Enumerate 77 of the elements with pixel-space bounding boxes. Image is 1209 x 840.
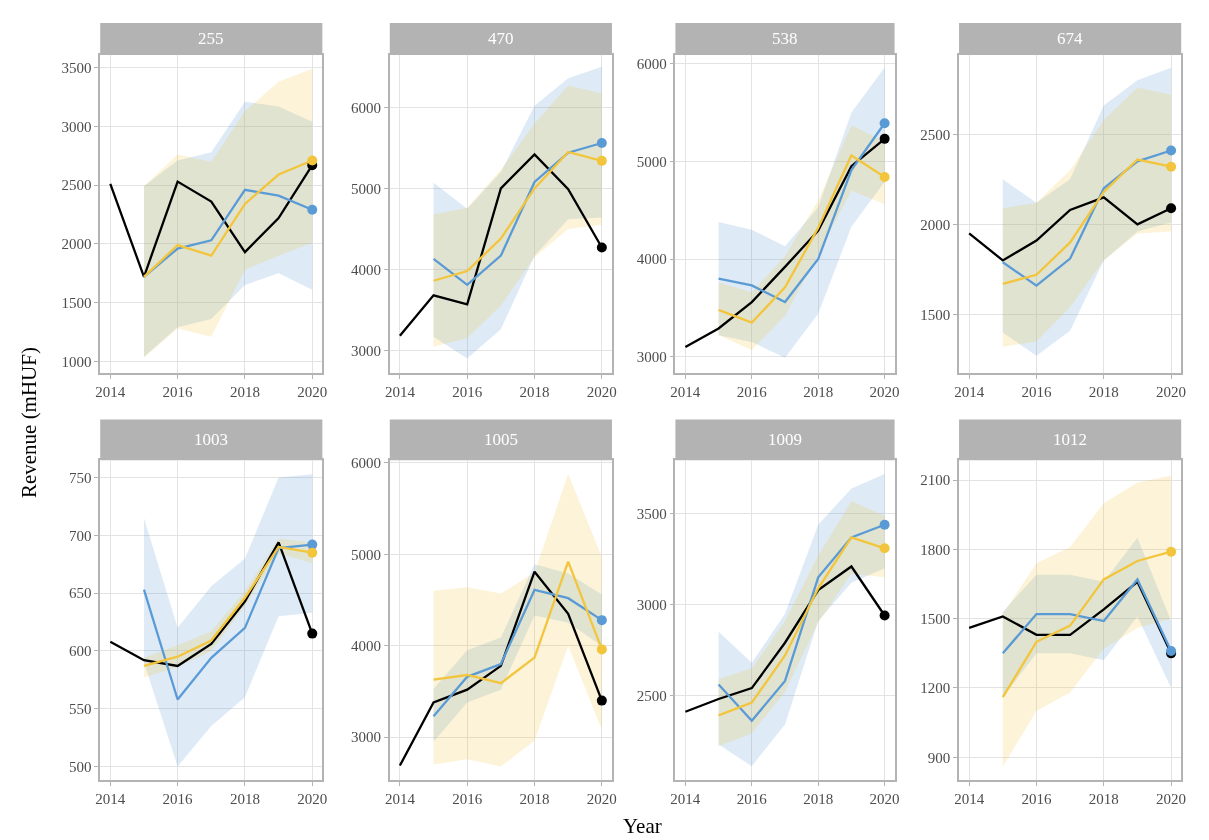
y-tick-label: 3000 (636, 596, 667, 613)
chart-title: 538 (772, 29, 798, 48)
chart-title: 1003 (194, 430, 228, 449)
x-tick-label: 2016 (736, 383, 768, 400)
y-tick-label: 6000 (351, 455, 382, 472)
y-tick-label: 3000 (351, 342, 382, 359)
chart-title: 255 (198, 29, 224, 48)
x-tick-label: 2018 (229, 791, 260, 808)
x-tick-label: 2020 (586, 383, 617, 400)
x-tick-label: 2014 (954, 383, 985, 400)
y-tick-label: 1200 (920, 680, 951, 697)
chart-title: 1012 (1053, 430, 1087, 449)
x-tick-label: 2018 (803, 383, 834, 400)
x-tick-label: 2018 (1088, 383, 1119, 400)
y-tick-label: 1500 (61, 294, 92, 311)
x-tick-label: 2014 (384, 791, 416, 808)
y-tick-label: 2000 (61, 236, 92, 253)
y-tick-label: 5000 (636, 153, 667, 170)
y-tick-label: 2500 (920, 126, 951, 143)
y-tick-label: 5000 (351, 546, 382, 563)
y-tick-label: 1000 (61, 353, 92, 370)
y-tick-label: 2500 (61, 177, 92, 194)
y-tick-label: 4000 (351, 637, 382, 654)
x-tick-label: 2020 (1156, 383, 1187, 400)
x-tick-label: 2014 (95, 383, 126, 400)
x-tick-label: 2016 (736, 791, 768, 808)
x-tick-label: 2014 (954, 791, 985, 808)
x-tick-label: 2014 (384, 383, 416, 400)
y-tick-label: 650 (68, 585, 92, 602)
y-tick-label: 500 (68, 758, 92, 775)
text: Year (623, 814, 662, 838)
x-tick-label: 2016 (452, 791, 483, 808)
x-tick-label: 2020 (297, 383, 328, 400)
x-tick-label: 2020 (869, 791, 900, 808)
y-tick-label: 5000 (351, 180, 382, 197)
y-tick-label: 600 (68, 643, 92, 660)
y-tick-label: 700 (68, 527, 92, 544)
x-tick-label: 2014 (670, 791, 701, 808)
y-tick-label: 3000 (61, 118, 92, 135)
y-tick-label: 6000 (351, 99, 382, 116)
y-tick-label: 3500 (61, 59, 92, 76)
text: Revenue (mHUF) (17, 347, 42, 499)
y-tick-label: 2500 (636, 687, 667, 704)
y-tick-label: 1800 (920, 541, 951, 558)
x-tick-label: 2018 (519, 383, 550, 400)
x-tick-label: 2014 (95, 791, 126, 808)
y-tick-label: 900 (927, 749, 951, 766)
x-tick-label: 2016 (1021, 383, 1052, 400)
chart-title: 1009 (768, 430, 802, 449)
y-tick-label: 4000 (351, 261, 382, 278)
x-tick-label: 2018 (803, 791, 834, 808)
chart-title: 1005 (484, 430, 518, 449)
x-tick-label: 2016 (162, 383, 194, 400)
y-tick-label: 1500 (920, 610, 951, 627)
y-tick-label: 750 (68, 469, 92, 486)
chart-title: 674 (1057, 29, 1083, 48)
y-tick-label: 3000 (636, 349, 667, 366)
x-tick-label: 2016 (452, 383, 483, 400)
y-tick-label: 3500 (636, 506, 667, 523)
x-tick-label: 2020 (1156, 791, 1187, 808)
y-tick-label: 3000 (351, 729, 382, 746)
y-tick-label: 6000 (636, 55, 667, 72)
x-tick-label: 2020 (869, 383, 900, 400)
x-tick-label: 2018 (519, 791, 550, 808)
x-tick-label: 2018 (1088, 791, 1119, 808)
y-tick-label: 4000 (636, 251, 667, 268)
x-tick-label: 2020 (586, 791, 617, 808)
x-tick-label: 2014 (670, 383, 701, 400)
x-tick-label: 2016 (1021, 791, 1052, 808)
y-tick-label: 2000 (920, 216, 951, 233)
y-tick-label: 2100 (920, 472, 951, 489)
x-tick-label: 2016 (162, 791, 194, 808)
y-tick-label: 550 (68, 700, 92, 717)
chart-title: 470 (488, 29, 514, 48)
y-tick-label: 1500 (920, 306, 951, 323)
x-tick-label: 2020 (297, 791, 328, 808)
x-tick-label: 2018 (229, 383, 260, 400)
